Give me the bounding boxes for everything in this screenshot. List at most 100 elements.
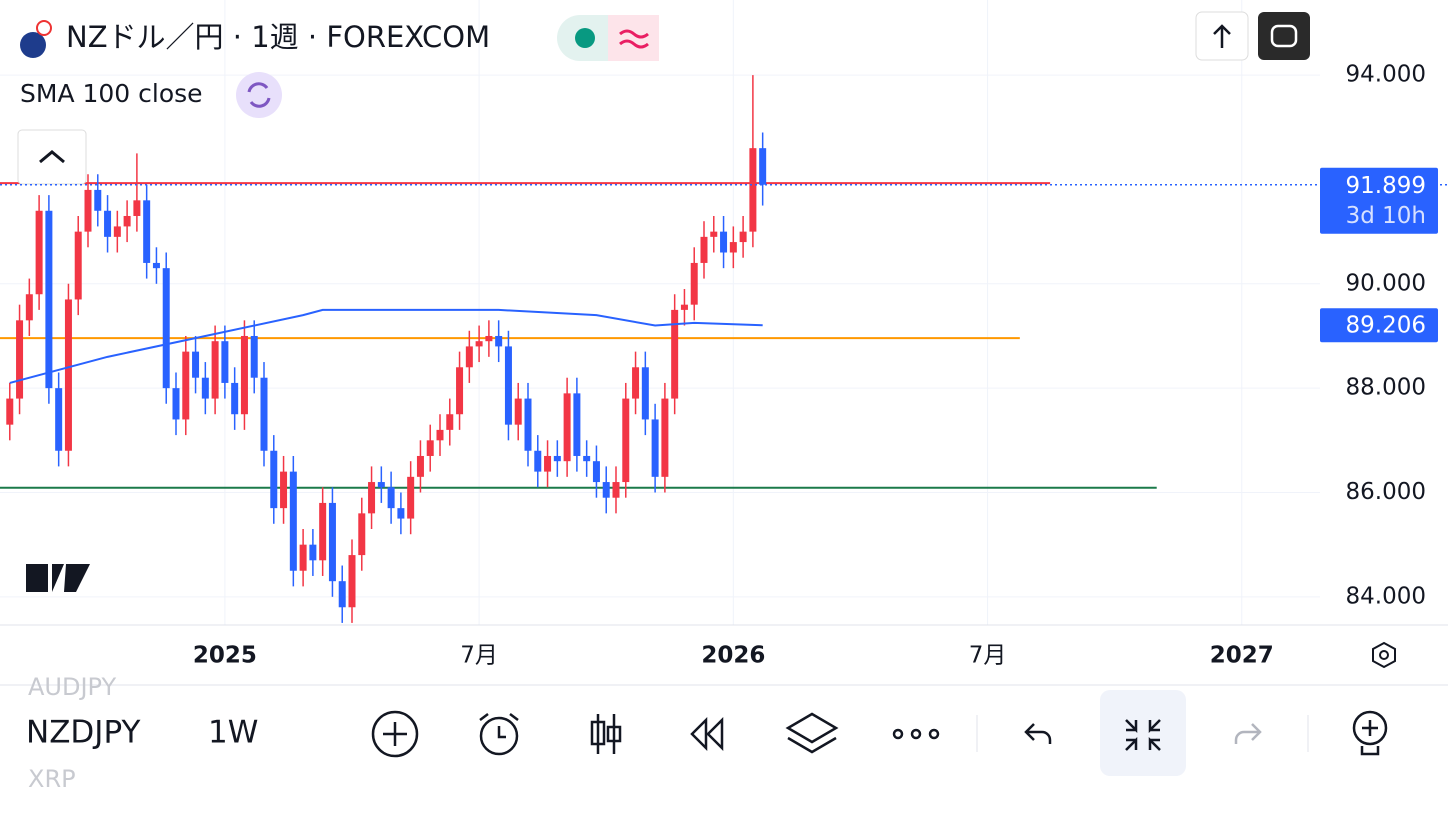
candle-body [201,377,209,399]
ideas-icon-detail [1360,720,1380,756]
candle-body [143,200,151,263]
price-badge [1320,167,1438,234]
candle-body [35,210,43,295]
more-icon[interactable] [892,728,904,740]
candle-body [446,414,454,430]
undo-icon[interactable] [1024,723,1052,744]
flag-icon-small [36,20,52,36]
fullscreen-button[interactable] [1258,12,1310,60]
x-tick-label: 2027 [1210,643,1274,669]
settings-icon[interactable] [1372,641,1396,669]
candle-body [612,482,620,498]
candle-body [250,335,258,378]
refresh-icon [247,82,271,108]
ghost-symbol: XRP [28,765,76,793]
candle-body [456,367,464,415]
redo-icon[interactable] [1234,723,1262,744]
candle-body [426,440,434,456]
candle-body [113,226,121,237]
sma-badge-value: 89.206 [1346,313,1426,339]
candle-body [123,215,131,227]
toolbar-symbol[interactable]: NZDJPY [26,715,140,751]
candle-body [729,242,737,253]
candle-body [495,335,503,347]
candle-body [94,189,102,211]
candle-body [690,262,698,305]
more-icon [928,728,940,740]
indicator-label: SMA 100 close [20,79,203,108]
layers-icon[interactable] [785,712,839,754]
ghost-symbol: AUDJPY [28,673,116,701]
y-tick-label: 94.000 [1346,62,1426,88]
x-tick-label: 7月 [460,643,498,669]
market-open-dot [575,28,595,48]
candle-body [700,236,708,263]
delay-icon [619,29,649,49]
candle-body [416,455,424,477]
candle-body [309,544,317,561]
x-tick-label: 7月 [969,643,1007,669]
price-badge-countdown: 3d 10h [1346,203,1426,229]
candle-body [436,429,444,441]
y-tick-label: 84.000 [1346,583,1426,609]
candle-body [55,388,63,451]
y-tick-label: 86.000 [1346,479,1426,505]
candle-body [182,351,190,420]
candle-body [651,419,659,477]
candle-body [544,455,552,472]
candle-body [759,148,767,185]
candle-body [260,377,268,451]
candle-body [407,476,415,519]
exit-fullscreen-button[interactable] [1100,690,1186,776]
candle-body [641,367,649,420]
candle-body [563,393,571,462]
fullscreen-icon [1270,24,1298,48]
collapse-button[interactable] [17,129,87,185]
alert-icon[interactable] [479,716,519,756]
candle-body [622,398,630,483]
toolbar-interval[interactable]: 1W [208,715,258,751]
candle-body [192,351,200,378]
candle-body [710,231,718,237]
candle-body [74,231,82,300]
price-badge-value: 91.899 [1346,173,1426,199]
y-tick-label: 88.000 [1346,375,1426,401]
x-tick-label: 2026 [701,643,765,669]
candle-body [534,450,542,472]
candle-body [465,346,473,368]
settings-icon-center [1379,650,1389,660]
ideas-icon[interactable] [1352,710,1388,746]
candles-icon[interactable] [596,714,616,754]
candle-body [319,502,327,561]
candle-body [739,231,747,243]
indicator-toggle[interactable] [236,72,282,118]
sma-badge [1320,308,1438,343]
candle-body [377,482,385,488]
candle-body [475,341,483,347]
y-tick-label: 90.000 [1346,270,1426,296]
candle-body [64,299,72,451]
add-icon[interactable] [371,710,419,758]
candle-body [6,398,14,425]
candle-body [133,200,141,216]
add-icon-plus [383,722,407,746]
candle-body [84,189,92,232]
candle-body [280,471,288,509]
candle-body [348,555,356,608]
candle-body [211,341,219,399]
candle-body [720,231,728,253]
candles-icon-body [590,720,606,746]
candle-body [25,294,33,321]
replay-icon[interactable] [690,716,724,752]
candle-body [172,388,180,420]
candle-body [583,455,591,462]
candle-body [338,581,346,608]
candle-body [524,398,532,451]
flag-icon [20,32,46,58]
candle-body [504,346,512,425]
candle-body [749,148,757,232]
candle-body [397,508,405,519]
candle-body [485,335,493,342]
